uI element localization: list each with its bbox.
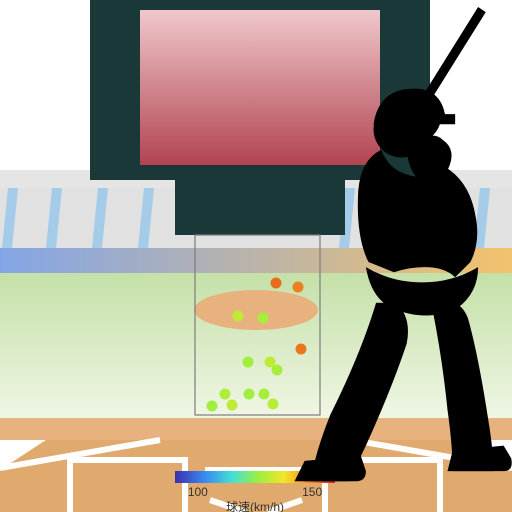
pitch-marker	[259, 389, 270, 400]
legend-label: 球速(km/h)	[226, 500, 284, 512]
pitch-marker	[227, 400, 238, 411]
legend-tick: 100	[188, 485, 208, 499]
warning-track	[0, 418, 512, 440]
pitch-marker	[233, 311, 244, 322]
scoreboard-screen	[140, 10, 380, 165]
pitch-marker	[243, 357, 254, 368]
legend-tick: 150	[302, 485, 322, 499]
pitch-marker	[271, 278, 282, 289]
pitch-marker	[272, 365, 283, 376]
pitch-marker	[268, 399, 279, 410]
pitch-marker	[220, 389, 231, 400]
pitch-marker	[244, 389, 255, 400]
pitch-marker	[296, 344, 307, 355]
pitchers-mound	[194, 290, 318, 330]
pitch-marker	[293, 282, 304, 293]
scoreboard-pillar	[175, 180, 345, 235]
pitch-marker	[207, 401, 218, 412]
pitch-marker	[258, 313, 269, 324]
